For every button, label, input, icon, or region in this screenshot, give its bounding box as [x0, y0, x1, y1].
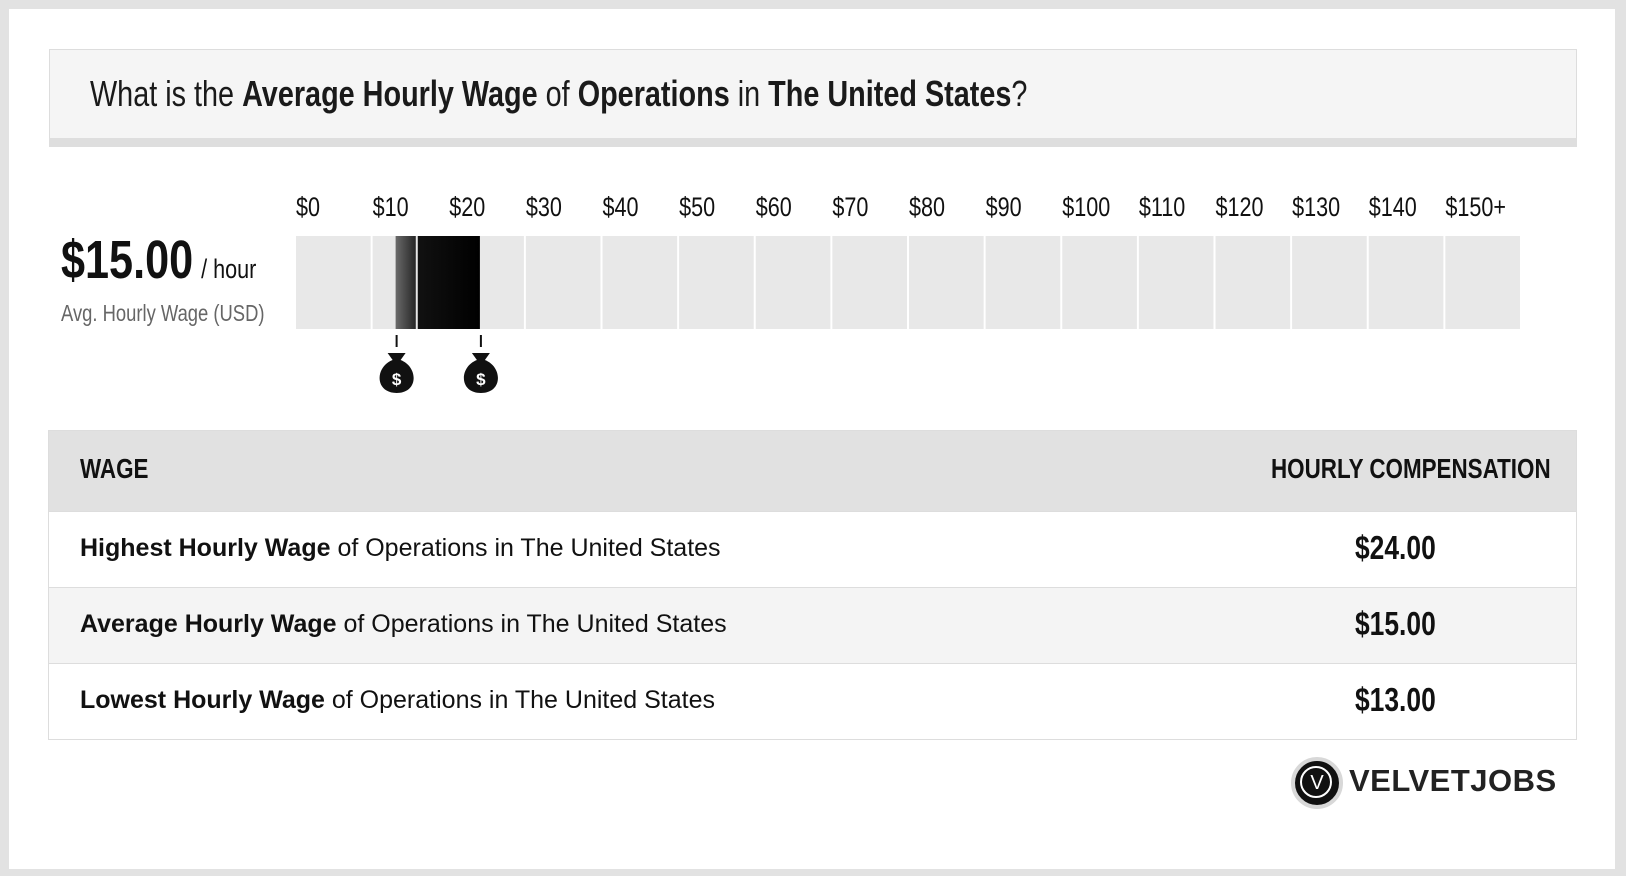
- tick-label: $0: [296, 193, 320, 223]
- range-bar-lower: [395, 236, 416, 329]
- row-description: Average Hourly Wage of Operations in The…: [80, 610, 727, 639]
- avg-wage-amount: $15.00: [61, 230, 194, 290]
- track-segment: [1445, 236, 1520, 329]
- infographic-card: What is the Average Hourly Wage of Opera…: [9, 9, 1615, 869]
- logo-badge: V: [1291, 757, 1343, 809]
- row-context: of Operations in The United States: [324, 686, 715, 714]
- tick-label: $80: [909, 193, 945, 223]
- tick-label: $150+: [1445, 193, 1506, 223]
- table-row-average: Average Hourly Wage of Operations in The…: [49, 587, 1576, 663]
- title-suffix: ?: [1011, 73, 1028, 114]
- track-segment: [296, 236, 371, 329]
- tick-label: $110: [1139, 193, 1185, 223]
- track-segment: [1138, 236, 1214, 329]
- row-context: of Operations in The United States: [330, 534, 721, 562]
- track-segment: [755, 236, 831, 329]
- tick-label: $40: [603, 193, 639, 223]
- title-of: of: [545, 73, 570, 114]
- tick-label: $130: [1292, 193, 1340, 223]
- wage-range-chart: $0 $10 $20 $30 $40 $50 $60 $70 $80 $90 $100 $110 $12…: [296, 193, 1520, 393]
- wage-table: WAGE HOURLY COMPENSATION Highest Hourly …: [48, 430, 1577, 740]
- row-value: $15.00: [1355, 605, 1436, 642]
- track-segment: [832, 236, 907, 329]
- track-segment: [1215, 236, 1291, 329]
- row-value: $13.00: [1355, 681, 1436, 718]
- track-segment: [909, 236, 984, 329]
- money-bag-icon: [379, 353, 414, 393]
- track-segment: [525, 236, 601, 329]
- table-row-lowest: Lowest Hourly Wage of Operations in The …: [49, 663, 1576, 739]
- page-title: What is the Average Hourly Wage of Opera…: [90, 70, 1027, 118]
- header-divider: [49, 138, 1577, 147]
- table-header: WAGE HOURLY COMPENSATION: [49, 431, 1576, 511]
- track-segment: [1292, 236, 1367, 329]
- logo-letter: V: [1310, 772, 1324, 794]
- col-header-wage: WAGE: [80, 453, 149, 484]
- title-in: in: [737, 73, 761, 114]
- avg-wage-unit: / hour: [201, 254, 257, 284]
- tick-label: $30: [526, 193, 562, 223]
- dollar-sign-icon: $: [392, 370, 402, 389]
- row-description: Highest Hourly Wage of Operations in The…: [80, 534, 721, 563]
- col-header-compensation: HOURLY COMPENSATION: [1271, 453, 1551, 484]
- dollar-sign-icon: $: [476, 370, 486, 389]
- track-segment: [985, 236, 1061, 329]
- row-metric: Average Hourly Wage: [80, 610, 337, 638]
- track-segment: [679, 236, 754, 329]
- logo-ring: [1300, 766, 1332, 798]
- tick-label: $50: [679, 193, 715, 223]
- track-segment: [602, 236, 678, 329]
- title-location: The United States: [768, 73, 1012, 114]
- tick-label: $90: [986, 193, 1022, 223]
- tick-label: $100: [1062, 193, 1110, 223]
- track-segment: [1062, 236, 1137, 329]
- row-value: $24.00: [1355, 529, 1436, 566]
- tick-label: $70: [832, 193, 868, 223]
- title-metric: Average Hourly Wage: [242, 73, 538, 114]
- row-context: of Operations in The United States: [336, 610, 727, 638]
- title-job: Operations: [577, 73, 730, 114]
- tick-label: $20: [449, 193, 485, 223]
- tick-label: $120: [1216, 193, 1264, 223]
- table-row-highest: Highest Hourly Wage of Operations in The…: [49, 511, 1576, 587]
- question-header: What is the Average Hourly Wage of Opera…: [49, 49, 1577, 138]
- range-bar-upper: [417, 236, 480, 329]
- title-prefix: What is the: [90, 73, 235, 114]
- row-description: Lowest Hourly Wage of Operations in The …: [80, 686, 715, 715]
- tick-label: $60: [756, 193, 792, 223]
- money-bag-icon: [463, 353, 498, 393]
- track-segment: [1368, 236, 1444, 329]
- row-metric: Lowest Hourly Wage: [80, 686, 325, 714]
- tick-label: $140: [1369, 193, 1417, 223]
- avg-wage-display: $15.00/ hour: [61, 229, 256, 291]
- avg-wage-label: Avg. Hourly Wage (USD): [61, 300, 265, 326]
- tick-label: $10: [373, 193, 409, 223]
- logo-wordmark: VELVETJOBS: [1349, 763, 1557, 798]
- row-metric: Highest Hourly Wage: [80, 534, 331, 562]
